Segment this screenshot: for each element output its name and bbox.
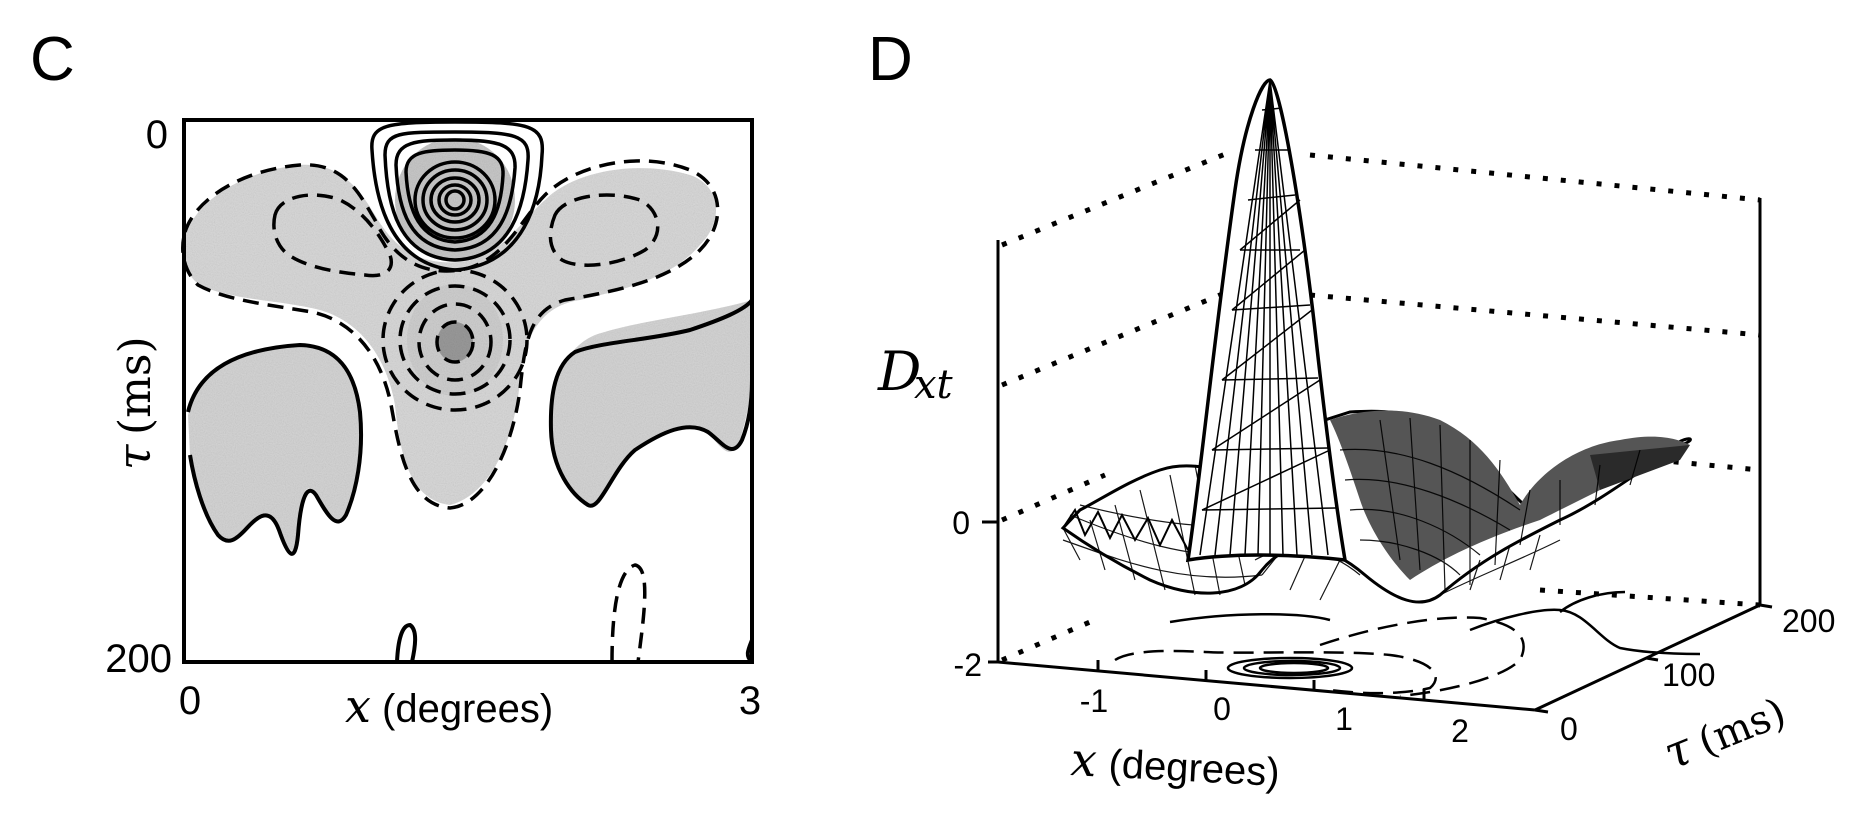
y-axis-label: τ (ms) bbox=[107, 336, 161, 470]
positive-lobes bbox=[186, 298, 754, 664]
floor-contours bbox=[1169, 590, 1701, 680]
x-axis-unit: (degrees) bbox=[1107, 742, 1280, 795]
y-axis-unit: (ms) bbox=[110, 336, 161, 435]
x-tick-label: 0 bbox=[1213, 691, 1231, 727]
positive-contours bbox=[370, 120, 545, 272]
x-tick-label: 3 bbox=[739, 679, 761, 723]
surface-mesh bbox=[1060, 78, 1692, 604]
y-tick-label: 200 bbox=[105, 637, 172, 681]
z-axis-sub: xt bbox=[914, 362, 954, 408]
z-axis-label: D xt bbox=[877, 340, 954, 408]
floor-contours-dashed bbox=[1114, 616, 1525, 698]
panel-label-c: C bbox=[30, 25, 75, 94]
x-tick-label: 0 bbox=[179, 679, 201, 723]
panel-d: D bbox=[868, 25, 1835, 795]
x-axis-var: x bbox=[345, 679, 371, 733]
y-axis-unit: (ms) bbox=[1692, 690, 1792, 766]
x-tick-label: 1 bbox=[1335, 701, 1353, 737]
y-axis-var: τ bbox=[107, 443, 161, 470]
y-tick-label: 100 bbox=[1662, 657, 1715, 693]
y-axis-label: τ (ms) bbox=[1656, 690, 1792, 781]
x-axis-var: x bbox=[1069, 732, 1098, 787]
x-tick-label: -1 bbox=[1080, 683, 1108, 719]
x-axis-label: x (degrees) bbox=[1069, 732, 1280, 795]
axes-3d bbox=[982, 198, 1773, 714]
x-tick-label: -2 bbox=[954, 647, 982, 683]
panel-c: C bbox=[30, 25, 761, 733]
x-axis-unit: (degrees) bbox=[382, 687, 553, 731]
x-axis-label: x (degrees) bbox=[345, 679, 553, 733]
negative-contours bbox=[181, 159, 720, 663]
contour-shading bbox=[183, 138, 754, 551]
z-axis-var: D bbox=[877, 340, 921, 403]
y-tick-label: 0 bbox=[146, 113, 168, 157]
y-tick-label: 200 bbox=[1782, 603, 1835, 639]
z-tick-label: 0 bbox=[952, 505, 970, 541]
back-grid bbox=[1000, 147, 1761, 663]
x-tick-label: 2 bbox=[1451, 713, 1469, 749]
y-tick-label: 0 bbox=[1560, 711, 1578, 747]
panel-label-d: D bbox=[868, 25, 913, 94]
